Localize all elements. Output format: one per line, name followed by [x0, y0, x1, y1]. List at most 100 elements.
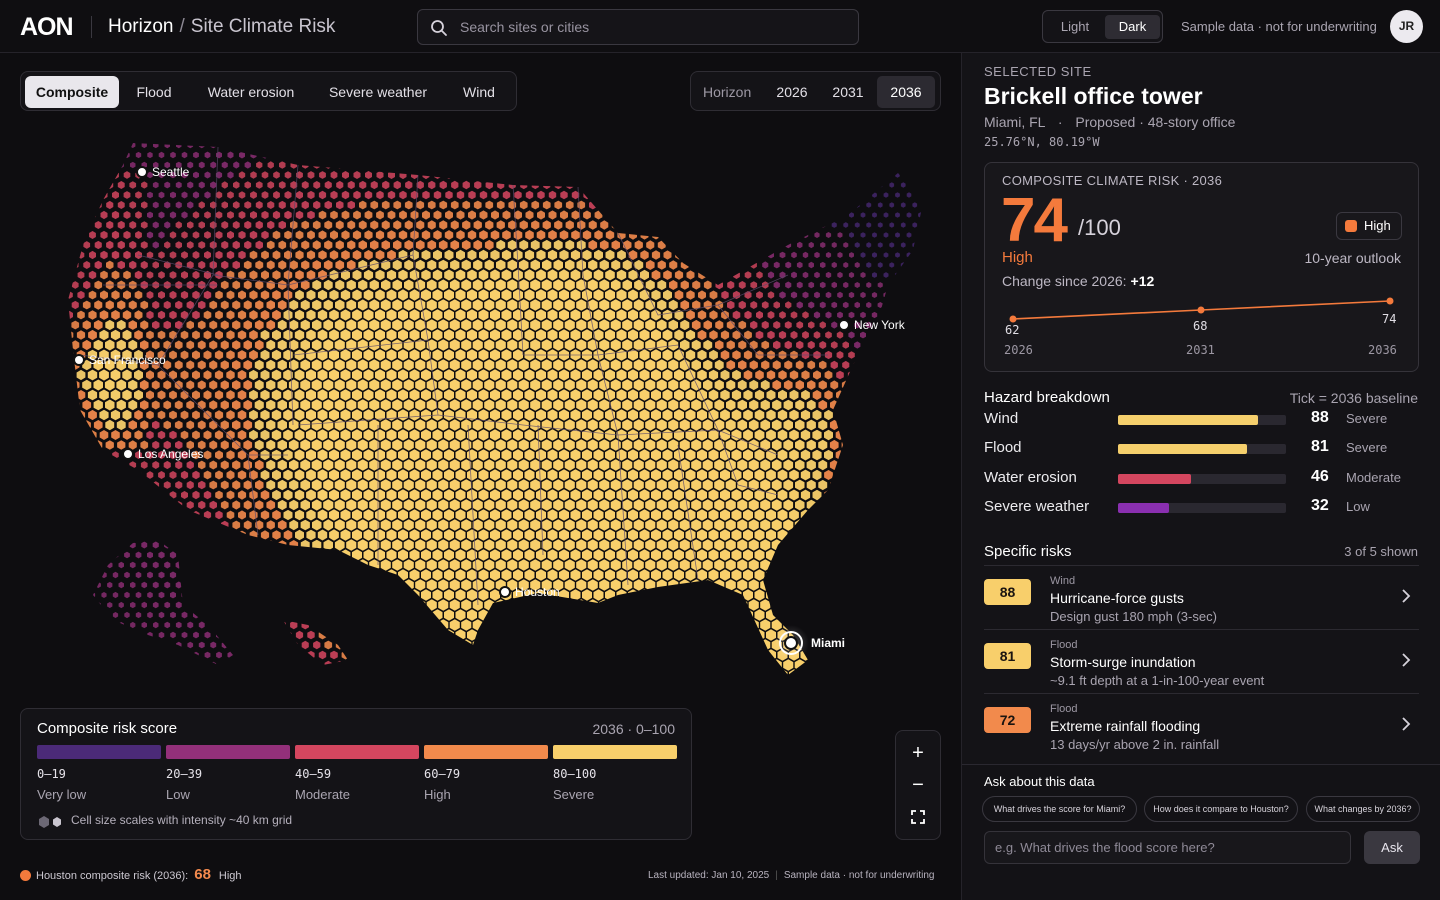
risk-cell — [444, 389, 454, 401]
risk-cell — [745, 231, 751, 239]
horizon-2031[interactable]: 2031 — [832, 84, 864, 100]
city-label-new-york[interactable]: New York — [854, 318, 906, 332]
risk-cell — [255, 580, 263, 590]
city-marker-seattle[interactable] — [136, 166, 148, 178]
risk-cell — [365, 691, 372, 695]
risk-cell — [924, 522, 930, 528]
ask-chip-miami[interactable]: What drives the score for Miami? — [982, 796, 1137, 822]
risk-cell — [363, 589, 374, 601]
hazard-row-severe-weather[interactable]: Severe weather 32 Low — [984, 496, 1419, 518]
horizon-2026[interactable]: 2026 — [776, 84, 808, 100]
chevron-right-icon[interactable] — [1401, 716, 1411, 732]
risk-cell — [82, 399, 92, 411]
risk-cell — [495, 559, 506, 571]
search-box[interactable] — [417, 9, 859, 45]
risk-cell — [559, 649, 569, 661]
tab-water-erosion[interactable]: Water erosion — [207, 84, 295, 100]
city-marker-houston[interactable] — [499, 586, 511, 598]
risk-cell — [56, 132, 61, 138]
risk-cell — [193, 611, 199, 619]
tab-flood[interactable]: Flood — [136, 84, 172, 100]
city-marker-los-angeles[interactable] — [122, 448, 134, 460]
city-marker-san-francisco[interactable] — [73, 354, 85, 366]
theme-dark-option[interactable]: Dark — [1105, 15, 1160, 39]
risk-cell — [541, 539, 552, 551]
search-input[interactable] — [460, 10, 850, 44]
risk-cell — [490, 589, 500, 601]
risk-cell — [501, 529, 512, 541]
hazard-row-water-erosion[interactable]: Water erosion 46 Moderate — [984, 467, 1419, 489]
aon-logo[interactable]: AON — [20, 13, 74, 41]
risk-cell — [924, 262, 929, 268]
fullscreen-button[interactable] — [896, 809, 940, 829]
ask-input[interactable] — [984, 831, 1351, 864]
risk-cell — [819, 341, 827, 349]
risk-cell — [692, 280, 701, 290]
city-label-miami[interactable]: Miami — [811, 636, 845, 650]
risk-cell — [524, 649, 535, 661]
risk-cell — [146, 291, 154, 299]
risk-cell — [656, 599, 667, 611]
hazard-row-flood[interactable]: Flood 81 Severe — [984, 437, 1419, 459]
zoom-in-button[interactable]: + — [912, 742, 924, 764]
risk-cell — [587, 279, 598, 291]
city-marker-miami[interactable] — [784, 636, 798, 650]
risk-cell — [135, 611, 142, 619]
city-marker-new-york[interactable] — [838, 319, 850, 331]
ask-chip-2036[interactable]: What changes by 2036? — [1306, 796, 1420, 822]
app-name[interactable]: Horizon — [108, 16, 174, 37]
ask-button[interactable]: Ask — [1364, 831, 1420, 864]
horizon-2036[interactable]: 2036 — [877, 76, 935, 108]
risk-cell — [697, 669, 707, 675]
risk-cell — [888, 640, 896, 650]
risk-cell — [570, 589, 581, 601]
risk-cell — [267, 181, 275, 189]
zoom-out-button[interactable]: − — [912, 774, 924, 796]
specific-risk-item[interactable]: 88 Wind Hurricane-force gusts Design gust 1… — [984, 565, 1419, 628]
risk-cell — [737, 559, 748, 571]
risk-cell — [432, 669, 443, 675]
user-avatar[interactable]: JR — [1390, 10, 1423, 43]
risk-cell — [622, 459, 633, 471]
legend-label-moderate: Moderate — [295, 787, 350, 802]
risk-cell — [582, 329, 592, 341]
risk-cell — [628, 549, 638, 561]
specific-risk-item[interactable]: 72 Flood Extreme rainfall flooding 13 days/… — [984, 693, 1419, 756]
risk-cell — [89, 152, 96, 158]
chevron-right-icon[interactable] — [1401, 652, 1411, 668]
city-label-san-francisco[interactable]: San Francisco — [89, 353, 166, 367]
risk-cell — [541, 599, 552, 611]
risk-cell — [709, 270, 718, 280]
hex-risk-map[interactable]: Seattle San Francisco Los Angeles Houston Ne… — [18, 125, 943, 695]
city-label-los-angeles[interactable]: Los Angeles — [138, 447, 203, 461]
risk-cell — [930, 132, 935, 137]
risk-cell — [180, 330, 189, 340]
risk-cell — [105, 399, 115, 411]
risk-cell — [800, 549, 811, 561]
tab-wind[interactable]: Wind — [463, 84, 495, 100]
theme-light-option[interactable]: Light — [1060, 19, 1090, 34]
risk-cell — [565, 259, 575, 271]
hazard-row-wind[interactable]: Wind 88 Severe — [984, 408, 1419, 430]
city-label-seattle[interactable]: Seattle — [152, 165, 190, 179]
risk-cell — [353, 151, 361, 159]
selected-site-ring[interactable] — [779, 631, 803, 655]
risk-cell — [294, 449, 305, 461]
risk-cell — [433, 190, 442, 200]
risk-map[interactable]: Seattle San Francisco Los Angeles Houston Ne… — [18, 125, 943, 695]
tab-severe-weather[interactable]: Severe weather — [328, 84, 428, 100]
ask-chip-houston[interactable]: How does it compare to Houston? — [1144, 796, 1298, 822]
risk-cell — [467, 389, 477, 401]
tab-composite[interactable]: Composite — [25, 76, 119, 108]
risk-cell — [288, 439, 299, 451]
risk-cell — [56, 612, 61, 618]
risk-cell — [681, 240, 689, 250]
risk-cell — [496, 259, 506, 271]
risk-cell — [78, 491, 84, 499]
chevron-right-icon[interactable] — [1401, 588, 1411, 604]
risk-cell — [438, 539, 449, 551]
risk-cell — [261, 171, 269, 179]
city-label-houston[interactable]: Houston — [515, 585, 560, 599]
specific-risk-item[interactable]: 81 Flood Storm-surge inundation ~9.1 ft dep… — [984, 629, 1419, 692]
risk-cell — [812, 489, 822, 501]
